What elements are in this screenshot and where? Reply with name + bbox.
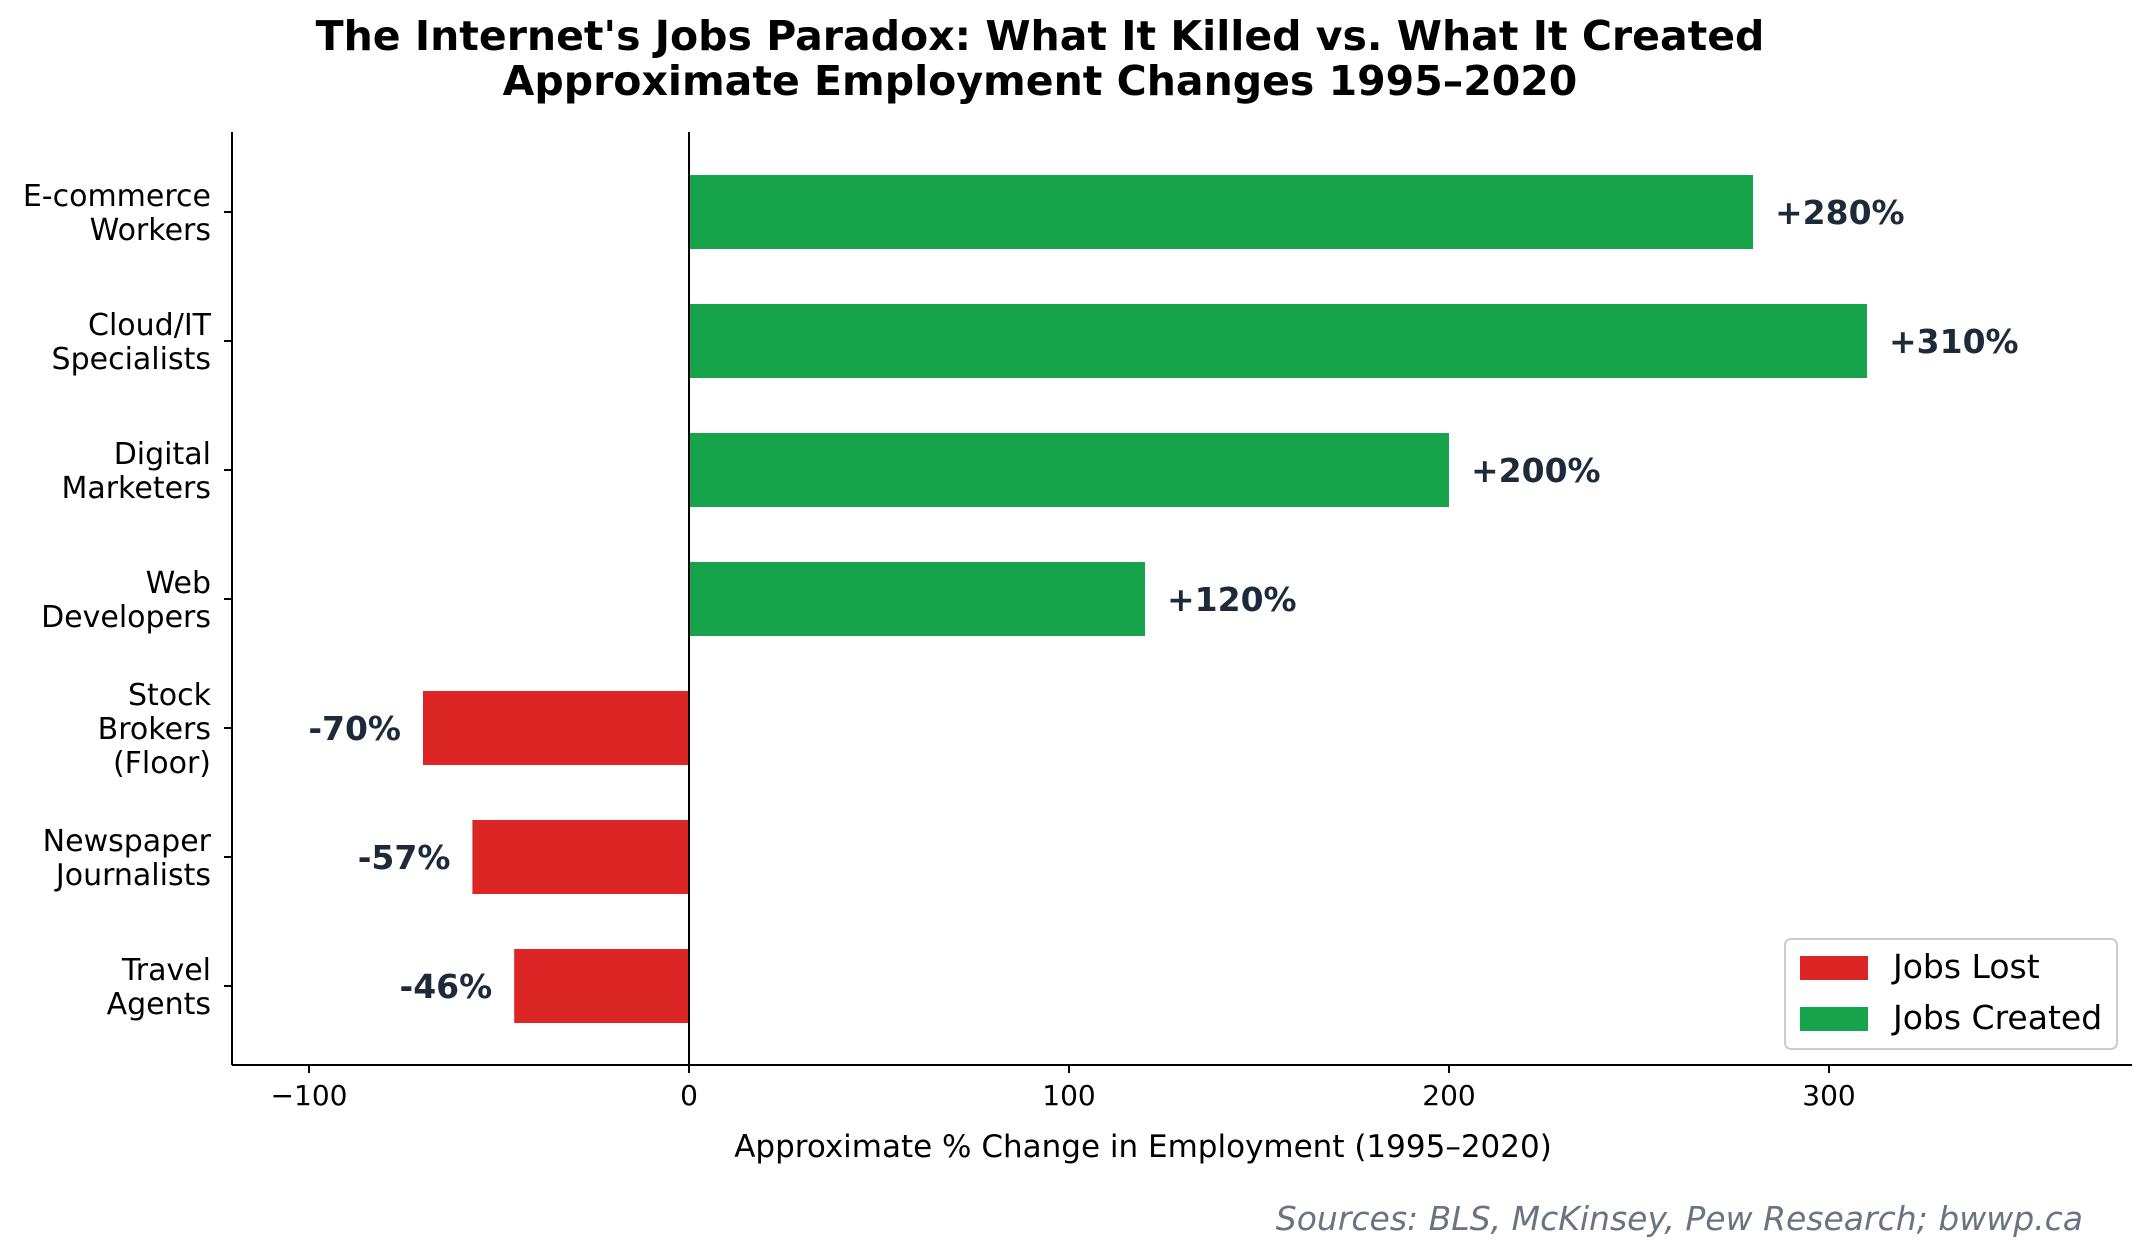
category-label-5-0: Newspaper <box>43 824 212 859</box>
x-tick-label-3: 200 <box>1422 1079 1475 1112</box>
bar-0 <box>689 175 1753 249</box>
x-tick-label-2: 100 <box>1042 1079 1095 1112</box>
legend: Jobs Lost Jobs Created <box>1784 938 2118 1050</box>
bar-4 <box>423 691 689 765</box>
data-label-5: -57% <box>358 838 451 877</box>
bar-5 <box>472 820 689 894</box>
legend-swatch-jobs-lost <box>1800 956 1868 980</box>
category-label-4-1: Brokers <box>98 712 211 747</box>
data-label-1: +310% <box>1889 322 2019 361</box>
legend-label-jobs-created: Jobs Created <box>1891 998 2102 1037</box>
bar-3 <box>689 562 1145 636</box>
data-label-0: +280% <box>1775 193 1905 232</box>
bar-2 <box>689 433 1449 507</box>
category-label-1-0: Cloud/IT <box>88 308 212 343</box>
data-label-4: -70% <box>308 709 401 748</box>
category-label-2-0: Digital <box>114 437 211 472</box>
category-label-4-2: (Floor) <box>113 746 211 781</box>
bar-6 <box>514 949 689 1023</box>
source-note: Sources: BLS, McKinsey, Pew Research; bw… <box>1276 1199 2083 1238</box>
category-label-5-1: Journalists <box>54 858 211 893</box>
x-axis-label: Approximate % Change in Employment (1995… <box>734 1129 1552 1165</box>
category-label-6-0: Travel <box>121 953 211 988</box>
category-label-6-1: Agents <box>107 987 211 1022</box>
category-label-3-1: Developers <box>41 600 211 635</box>
data-label-6: -46% <box>400 967 493 1006</box>
x-tick-label-0: −100 <box>271 1079 348 1112</box>
category-label-0-1: Workers <box>90 213 211 248</box>
x-tick-label-4: 300 <box>1802 1079 1855 1112</box>
chart-title: The Internet's Jobs Paradox: What It Kil… <box>316 12 1765 60</box>
data-label-2: +200% <box>1471 451 1601 490</box>
category-label-4-0: Stock <box>128 678 212 713</box>
category-label-0-0: E-commerce <box>23 179 211 214</box>
data-label-3: +120% <box>1167 580 1297 619</box>
chart-subtitle: Approximate Employment Changes 1995–2020 <box>503 57 1578 105</box>
category-label-1-1: Specialists <box>52 342 211 377</box>
bar-1 <box>689 304 1867 378</box>
legend-swatch-jobs-created <box>1800 1007 1868 1031</box>
legend-label-jobs-lost: Jobs Lost <box>1891 947 2040 986</box>
category-label-3-0: Web <box>146 566 211 601</box>
category-label-2-1: Marketers <box>61 471 211 506</box>
x-tick-label-1: 0 <box>680 1079 698 1112</box>
